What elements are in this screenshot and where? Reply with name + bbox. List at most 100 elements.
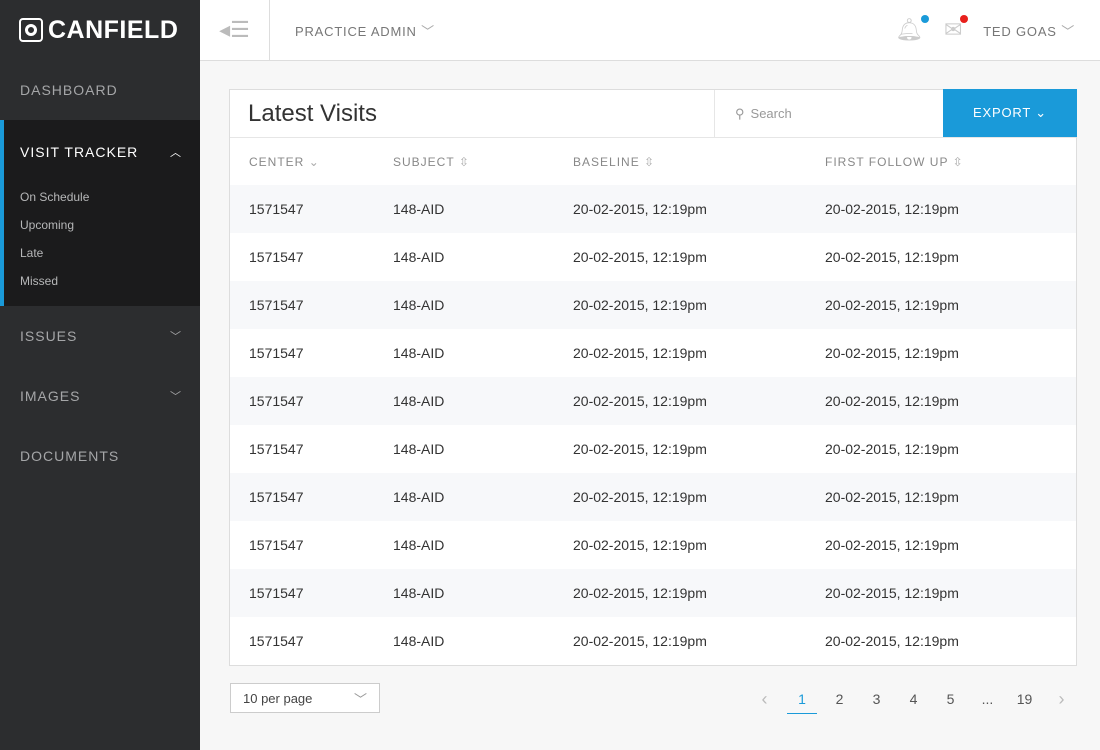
logo-mark-icon xyxy=(19,18,43,42)
column-header[interactable]: BASELINE ⇳ xyxy=(573,154,656,169)
table-cell: 20-02-2015, 12:19pm xyxy=(573,441,707,457)
table-cell: 20-02-2015, 12:19pm xyxy=(825,633,959,649)
sidebar-subitem-upcoming[interactable]: Upcoming xyxy=(20,218,75,232)
sort-icon: ⌄ xyxy=(308,154,320,169)
table-cell: 1571547 xyxy=(230,185,374,233)
table-row[interactable]: 1571547 148-AID 20-02-2015, 12:19pm 20-02-2… xyxy=(230,185,1076,233)
menu-collapse-icon: ◂☰ xyxy=(219,17,250,42)
table-cell: 20-02-2015, 12:19pm xyxy=(554,569,806,617)
column-header[interactable]: FIRST FOLLOW UP ⇳ xyxy=(825,154,964,169)
page-link[interactable]: 2 xyxy=(835,691,844,707)
table-row[interactable]: 1571547 148-AID 20-02-2015, 12:19pm 20-02-2… xyxy=(230,329,1076,377)
page-link[interactable]: 4 xyxy=(909,691,918,707)
search-input[interactable]: ⚲ Search xyxy=(714,90,943,137)
table-cell: 20-02-2015, 12:19pm xyxy=(806,473,1076,521)
chevron-down-icon: ﹀ xyxy=(170,391,182,403)
table-cell: 20-02-2015, 12:19pm xyxy=(806,281,1076,329)
table-cell: 148-AID xyxy=(393,537,445,553)
sidebar-item-visit-tracker[interactable]: VISIT TRACKER ︿ xyxy=(20,144,182,160)
page-link[interactable]: 5 xyxy=(946,691,955,707)
column-header[interactable]: CENTER ⌄ xyxy=(249,154,320,169)
latest-visits-card: Latest Visits ⚲ Search EXPORT ⌄ CENTER ⌄ S… xyxy=(229,89,1077,666)
table-cell: 148-AID xyxy=(393,441,445,457)
table-cell: 148-AID xyxy=(393,633,445,649)
table-cell: 20-02-2015, 12:19pm xyxy=(825,537,959,553)
table-row[interactable]: 1571547 148-AID 20-02-2015, 12:19pm 20-02-2… xyxy=(230,617,1076,665)
table-cell: 20-02-2015, 12:19pm xyxy=(806,185,1076,233)
table-cell: 20-02-2015, 12:19pm xyxy=(554,377,806,425)
table-cell: 20-02-2015, 12:19pm xyxy=(806,377,1076,425)
table-row[interactable]: 1571547 148-AID 20-02-2015, 12:19pm 20-02-2… xyxy=(230,377,1076,425)
notification-dot xyxy=(920,15,929,23)
export-button[interactable]: EXPORT ⌄ xyxy=(943,89,1077,137)
chevron-down-icon: ﹀ xyxy=(421,23,435,39)
table-row[interactable]: 1571547 148-AID 20-02-2015, 12:19pm 20-02-2… xyxy=(230,521,1076,569)
logo[interactable]: CANFIELD xyxy=(0,0,200,60)
visits-table: CENTER ⌄ SUBJECT ⇳ BASELINE ⇳ FIRST FOLLOW … xyxy=(230,138,1076,665)
page-link[interactable]: ... xyxy=(981,691,994,707)
top-bar: ◂☰ PRACTICE ADMIN ﹀ 🔔︎ ✉︎ TED GOAS ﹀ xyxy=(200,0,1100,61)
table-cell: 148-AID xyxy=(374,569,554,617)
table-cell: 20-02-2015, 12:19pm xyxy=(573,537,707,553)
table-cell: 148-AID xyxy=(374,281,554,329)
per-page-select[interactable]: 10 per page ﹀ xyxy=(230,683,380,713)
table-row[interactable]: 1571547 148-AID 20-02-2015, 12:19pm 20-02-2… xyxy=(230,425,1076,473)
sort-icon: ⇳ xyxy=(952,154,964,169)
sidebar-group-visit-tracker: VISIT TRACKER ︿ On Schedule Upcoming Late… xyxy=(0,120,200,306)
sidebar-subitem-missed[interactable]: Missed xyxy=(20,274,59,288)
next-page-icon[interactable]: › xyxy=(1058,689,1065,709)
chevron-down-icon: ﹀ xyxy=(170,331,182,343)
sidebar-item-dashboard[interactable]: DASHBOARD xyxy=(20,82,118,98)
table-cell: 20-02-2015, 12:19pm xyxy=(806,569,1076,617)
page-link[interactable]: 1 xyxy=(787,684,817,714)
table-cell: 1571547 xyxy=(230,569,374,617)
sidebar-item-documents[interactable]: DOCUMENTS xyxy=(20,448,120,464)
chevron-down-icon: ﹀ xyxy=(353,691,367,707)
bell-icon[interactable]: 🔔︎ xyxy=(895,15,929,43)
prev-page-icon[interactable]: ‹ xyxy=(761,689,768,709)
sidebar-item-images[interactable]: IMAGES ﹀ xyxy=(20,388,182,404)
table-cell: 1571547 xyxy=(230,377,374,425)
page-link[interactable]: 19 xyxy=(1016,691,1033,707)
table-cell: 20-02-2015, 12:19pm xyxy=(573,345,707,361)
table-cell: 1571547 xyxy=(249,345,304,361)
table-row[interactable]: 1571547 148-AID 20-02-2015, 12:19pm 20-02-2… xyxy=(230,473,1076,521)
table-row[interactable]: 1571547 148-AID 20-02-2015, 12:19pm 20-02-2… xyxy=(230,281,1076,329)
pagination: ‹ 1 2 3 4 5... 19 › xyxy=(746,684,1080,714)
chevron-up-icon: ︿ xyxy=(170,147,182,159)
table-cell: 20-02-2015, 12:19pm xyxy=(825,249,959,265)
column-header[interactable]: SUBJECT ⇳ xyxy=(393,154,470,169)
sort-icon: ⇳ xyxy=(644,154,656,169)
message-dot xyxy=(960,15,969,23)
table-cell: 148-AID xyxy=(374,473,554,521)
card-title: Latest Visits xyxy=(248,100,377,127)
table-cell: 148-AID xyxy=(374,185,554,233)
table-cell: 148-AID xyxy=(393,345,445,361)
table-cell: 20-02-2015, 12:19pm xyxy=(825,345,959,361)
page-link[interactable]: 3 xyxy=(872,691,881,707)
sidebar-subitem-on-schedule[interactable]: On Schedule xyxy=(20,190,90,204)
table-cell: 20-02-2015, 12:19pm xyxy=(554,473,806,521)
mail-icon[interactable]: ✉︎ xyxy=(944,15,969,43)
table-cell: 20-02-2015, 12:19pm xyxy=(573,249,707,265)
collapse-menu-button[interactable]: ◂☰ xyxy=(200,0,270,60)
sidebar-item-issues[interactable]: ISSUES ﹀ xyxy=(20,328,182,344)
table-cell: 20-02-2015, 12:19pm xyxy=(554,281,806,329)
table-cell: 1571547 xyxy=(249,537,304,553)
table-cell: 1571547 xyxy=(230,281,374,329)
table-cell: 148-AID xyxy=(374,377,554,425)
sidebar-subitem-late[interactable]: Late xyxy=(20,246,44,260)
table-row[interactable]: 1571547 148-AID 20-02-2015, 12:19pm 20-02-2… xyxy=(230,233,1076,281)
sort-icon: ⇳ xyxy=(458,154,470,169)
table-cell: 20-02-2015, 12:19pm xyxy=(825,441,959,457)
table-cell: 1571547 xyxy=(249,633,304,649)
table-cell: 20-02-2015, 12:19pm xyxy=(554,185,806,233)
table-cell: 1571547 xyxy=(249,249,304,265)
practice-dropdown[interactable]: PRACTICE ADMIN ﹀ xyxy=(295,23,435,39)
search-icon: ⚲ xyxy=(735,105,745,121)
chevron-down-icon: ﹀ xyxy=(1061,23,1075,39)
table-cell: 148-AID xyxy=(393,249,445,265)
user-menu[interactable]: TED GOAS ﹀ xyxy=(983,23,1075,39)
sidebar: CANFIELD DASHBOARD VISIT TRACKER ︿ On Sch… xyxy=(0,0,200,750)
table-row[interactable]: 1571547 148-AID 20-02-2015, 12:19pm 20-02-2… xyxy=(230,569,1076,617)
